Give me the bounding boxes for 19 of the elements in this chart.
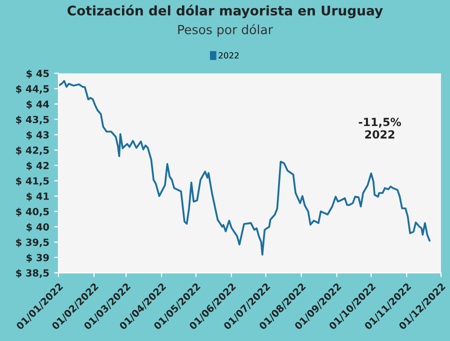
y-tick-label: $ 40 <box>26 223 50 232</box>
y-tick-label: $ 38,5 <box>16 269 49 278</box>
y-tick-label: $ 42,5 <box>16 146 49 156</box>
y-tick-label: $ 39 <box>26 254 49 263</box>
y-tick-label: $ 43,5 <box>16 116 49 124</box>
y-tick-label: $ 44,5 <box>16 84 49 94</box>
y-tick-label: $ 44 <box>26 100 50 110</box>
y-tick-label: $ 41,5 <box>16 177 49 186</box>
y-tick-label: $ 42 <box>26 162 49 171</box>
chart-title: Cotización del dólar mayorista en Uruguay <box>68 4 383 18</box>
y-tick-label: $ 41 <box>26 192 49 202</box>
y-tick-label: $ 45 <box>26 70 49 78</box>
line-series <box>58 80 430 256</box>
legend-label: 2022 <box>218 52 239 59</box>
chart-subtitle: Pesos por dólar <box>178 24 273 37</box>
y-tick-label: $ 43 <box>26 131 49 140</box>
y-tick-label: $ 39,5 <box>16 238 49 248</box>
y-tick-label: $ 40,5 <box>16 208 49 217</box>
annotation: -11,5% 2022 <box>358 118 402 139</box>
